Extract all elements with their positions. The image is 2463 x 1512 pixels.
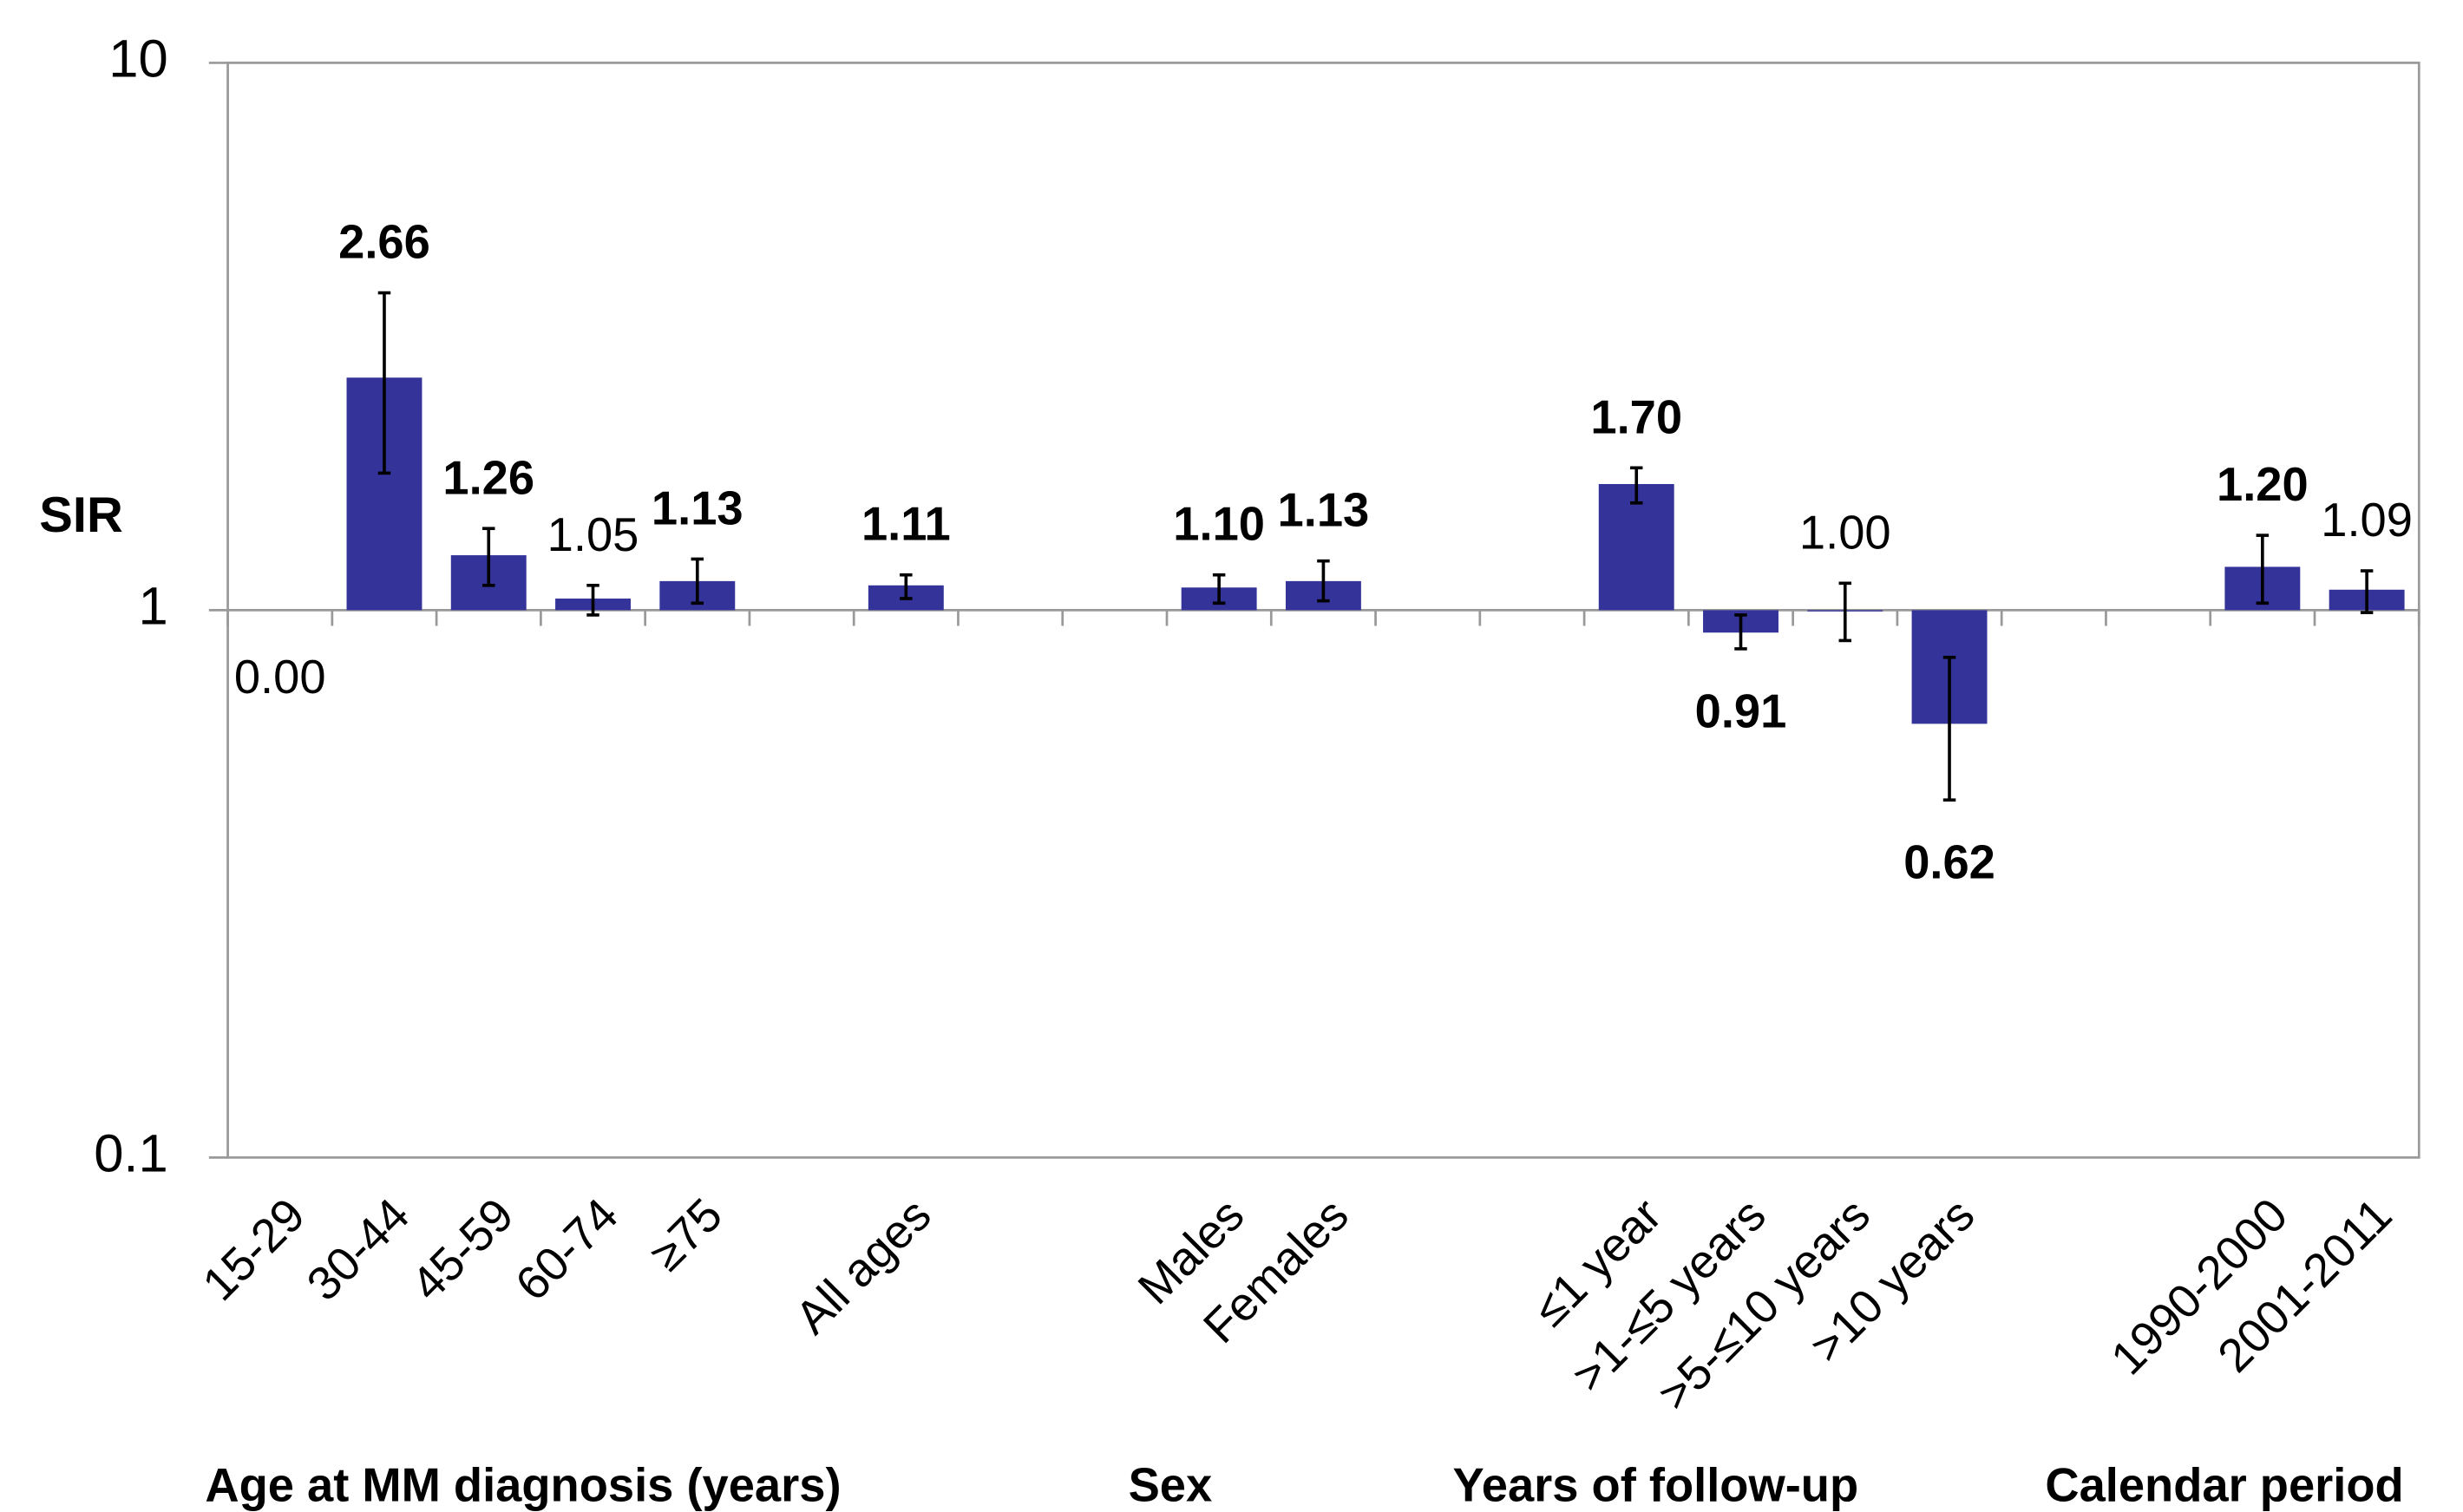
y-tick-label: 1 xyxy=(139,577,168,637)
value-label: 1.00 xyxy=(1799,506,1891,559)
group-label: Sex xyxy=(1129,1459,1213,1512)
y-tick-label: 10 xyxy=(108,29,167,89)
x-tick-label: 30-44 xyxy=(297,1188,419,1311)
x-tick-label: 45-59 xyxy=(401,1188,523,1311)
value-label: 1.26 xyxy=(442,451,534,504)
value-label: 1.70 xyxy=(1590,390,1682,443)
value-label: 1.13 xyxy=(652,481,743,534)
value-label: 1.09 xyxy=(2321,494,2413,547)
group-label: Age at MM diagnosis (years) xyxy=(205,1459,841,1512)
value-label: 1.05 xyxy=(547,508,639,561)
y-axis-label: SIR xyxy=(39,488,123,543)
bar xyxy=(1598,483,1674,611)
group-label: Years of follow-up xyxy=(1453,1459,1859,1512)
value-label: 0.00 xyxy=(234,651,326,704)
value-label: 0.91 xyxy=(1695,684,1787,737)
value-label: 1.10 xyxy=(1173,498,1265,551)
group-label: Calendar period xyxy=(2045,1459,2403,1512)
value-label: 1.13 xyxy=(1278,484,1370,537)
value-label: 1.20 xyxy=(2217,458,2309,511)
value-label: 2.66 xyxy=(338,216,430,269)
x-tick-label: 60-74 xyxy=(506,1188,628,1311)
x-tick-label: ≥75 xyxy=(639,1188,732,1281)
value-label: 1.11 xyxy=(861,498,951,551)
y-tick-label: 0.1 xyxy=(94,1124,168,1184)
x-tick-label: 15-29 xyxy=(193,1188,315,1311)
x-tick-label: All ages xyxy=(785,1188,941,1345)
value-label: 0.62 xyxy=(1903,836,1995,889)
